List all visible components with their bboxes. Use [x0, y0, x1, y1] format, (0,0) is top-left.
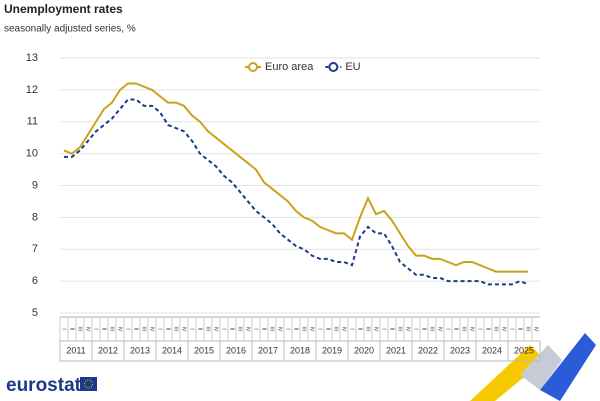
x-tick-label: III — [333, 327, 339, 331]
x-tick-label: II — [69, 328, 75, 331]
x-tick-label: I — [253, 328, 259, 329]
year-label: 2024 — [482, 345, 502, 355]
x-tick-label: IV — [85, 327, 91, 332]
x-tick-label: IV — [245, 327, 251, 332]
year-label: 2023 — [450, 345, 470, 355]
year-label: 2021 — [386, 345, 406, 355]
x-tick-label: II — [357, 328, 363, 331]
x-tick-label: I — [157, 328, 163, 329]
x-tick-label: III — [461, 327, 467, 331]
year-label: 2015 — [194, 345, 214, 355]
year-label: 2022 — [418, 345, 438, 355]
x-tick-label: I — [93, 328, 99, 329]
x-tick-label: II — [293, 328, 299, 331]
x-tick-label: III — [205, 327, 211, 331]
y-tick-label: 10 — [26, 148, 38, 160]
x-tick-label: I — [413, 328, 419, 329]
x-tick-label: III — [301, 327, 307, 331]
year-label: 2020 — [354, 345, 374, 355]
x-tick-label: I — [221, 328, 227, 329]
x-tick-label: III — [269, 327, 275, 331]
year-box — [507, 340, 541, 362]
x-tick-label: IV — [181, 327, 187, 332]
x-tick-label: II — [197, 328, 203, 331]
x-tick-label: II — [101, 328, 107, 331]
y-tick-label: 9 — [32, 179, 38, 191]
year-label: 2017 — [258, 345, 278, 355]
x-tick-label: III — [141, 327, 147, 331]
year-label: 2025 — [514, 345, 534, 355]
x-tick-label: I — [317, 328, 323, 329]
x-tick-label: II — [453, 328, 459, 331]
y-tick-label: 8 — [32, 211, 38, 223]
x-tick-label: III — [173, 327, 179, 331]
x-tick-label: I — [285, 328, 291, 329]
chart-subtitle: seasonally adjusted series, % — [4, 24, 136, 35]
x-tick-label: IV — [341, 327, 347, 332]
x-tick-label: IV — [373, 327, 379, 332]
year-label: 2019 — [322, 345, 342, 355]
y-tick-label: 13 — [26, 52, 38, 64]
x-tick-label: IV — [469, 327, 475, 332]
year-label: 2018 — [290, 345, 310, 355]
x-tick-label: II — [421, 328, 427, 331]
x-tick-label: III — [397, 327, 403, 331]
x-tick-label: II — [165, 328, 171, 331]
x-tick-label: IV — [149, 327, 155, 332]
x-tick-label: I — [445, 328, 451, 329]
logo-stars — [84, 379, 93, 389]
legend-marker — [248, 62, 258, 72]
x-tick-label: I — [189, 328, 195, 329]
x-tick-label: III — [237, 327, 243, 331]
x-tick-label: IV — [309, 327, 315, 332]
x-tick-label: II — [229, 328, 235, 331]
x-tick-label: IV — [533, 327, 539, 332]
legend-label: EU — [345, 61, 360, 73]
decoration — [470, 333, 596, 401]
x-tick-label: III — [365, 327, 371, 331]
logo-text: eurostat — [6, 375, 82, 396]
x-tick-label: IV — [437, 327, 443, 332]
x-tick-label: II — [485, 328, 491, 331]
x-tick-label: I — [477, 328, 483, 329]
x-tick-label: III — [109, 327, 115, 331]
y-tick-label: 11 — [27, 116, 38, 128]
x-tick-label: III — [525, 327, 531, 331]
x-tick-label: II — [389, 328, 395, 331]
x-tick-label: II — [325, 328, 331, 331]
x-tick-label: II — [261, 328, 267, 331]
x-tick-label: II — [517, 328, 523, 331]
x-tick-label: IV — [405, 327, 411, 332]
x-tick-label: I — [125, 328, 131, 329]
year-label: 2014 — [162, 345, 182, 355]
x-tick-label: IV — [117, 327, 123, 332]
x-tick-label: II — [133, 328, 139, 331]
x-tick-label: I — [349, 328, 355, 329]
year-label: 2011 — [66, 345, 85, 355]
x-tick-label: III — [429, 327, 435, 331]
legend: Euro area EU — [245, 61, 361, 73]
x-tick-label: I — [381, 328, 387, 329]
y-tick-label: 7 — [32, 243, 38, 255]
series-line — [64, 98, 529, 286]
x-tick-label: I — [61, 328, 67, 329]
legend-marker — [328, 62, 339, 72]
x-tick-label: I — [509, 328, 515, 329]
x-tick-label: IV — [213, 327, 219, 332]
year-label: 2016 — [226, 345, 246, 355]
year-label: 2012 — [98, 345, 118, 355]
year-label: 2013 — [130, 345, 150, 355]
chart-title: Unemployment rates — [4, 2, 123, 16]
series-line — [63, 82, 528, 273]
y-tick-label: 5 — [32, 307, 38, 319]
logo-flag — [80, 377, 97, 391]
x-tick-label: IV — [501, 327, 507, 332]
x-tick-label: IV — [277, 327, 283, 332]
legend-label: Euro area — [265, 61, 314, 73]
y-tick-label: 12 — [26, 84, 38, 96]
x-tick-label: III — [77, 327, 83, 331]
x-tick-label: III — [493, 327, 499, 331]
y-tick-label: 6 — [32, 275, 38, 287]
